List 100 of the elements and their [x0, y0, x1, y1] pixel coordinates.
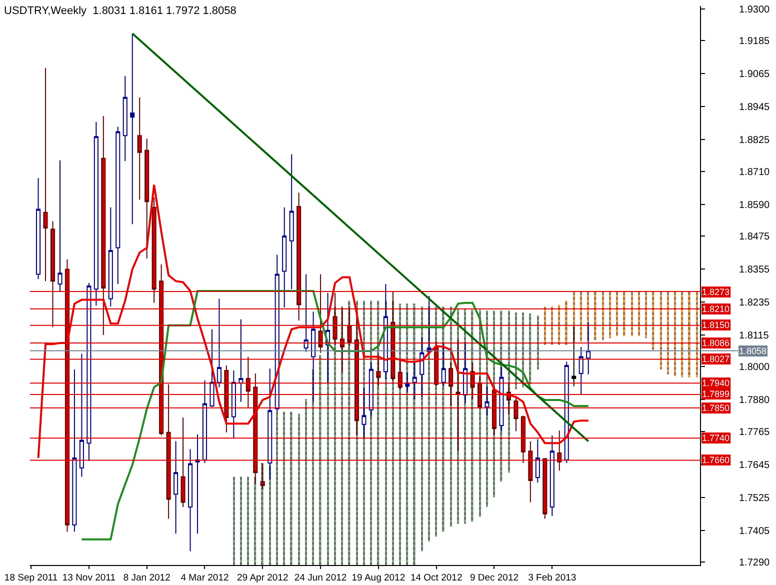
candlestick [202, 380, 208, 464]
bar [609, 292, 611, 338]
candlestick [260, 463, 265, 490]
ref-line-label: 1.8027 [702, 354, 730, 364]
candlestick [72, 368, 77, 532]
bar [558, 304, 560, 345]
candlestick [289, 154, 294, 290]
candlestick [296, 192, 302, 321]
candlestick [216, 298, 222, 388]
candlestick [180, 417, 186, 508]
candlestick [535, 438, 540, 483]
x-tick-label: 9 Dec 2012 [470, 572, 519, 584]
candlestick [542, 457, 548, 520]
bar [696, 292, 698, 378]
x-tick-label: 14 Oct 2012 [410, 572, 462, 584]
y-tick-label: 1.8590 [739, 200, 770, 211]
bar [638, 292, 640, 336]
candlestick [137, 96, 142, 200]
x-tick-label: 3 Feb 2013 [528, 572, 576, 584]
candlestick [188, 448, 193, 552]
bar [276, 412, 278, 565]
candlestick [94, 121, 98, 306]
ref-line-label: 1.7740 [702, 433, 730, 443]
candlestick [412, 362, 417, 400]
bar [247, 476, 249, 565]
bar [616, 292, 618, 336]
y-tick-label: 1.8710 [739, 166, 770, 178]
candlestick [398, 358, 402, 390]
y-tick-label: 1.8945 [739, 102, 770, 114]
candlestick [101, 116, 106, 336]
y-tick-label: 1.8475 [739, 231, 770, 242]
candlestick [166, 384, 171, 520]
candlestick [64, 258, 70, 532]
y-tick-label: 1.9185 [739, 36, 770, 48]
candlestick [557, 430, 562, 472]
candlestick [108, 206, 113, 308]
candlestick [246, 356, 250, 408]
bar [660, 292, 662, 370]
candlestick [376, 354, 381, 387]
ref-line-label: 1.8150 [702, 320, 730, 330]
candlestick [231, 370, 236, 439]
x-tick-label: 19 Aug 2012 [352, 572, 406, 584]
ref-line-label: 1.8210 [702, 304, 730, 314]
candlestick [492, 386, 497, 436]
candlestick [36, 177, 41, 280]
y-tick-label: 1.8235 [739, 298, 770, 309]
ref-line-label: 1.8058 [739, 346, 767, 356]
candlestick [347, 306, 352, 347]
bar [233, 476, 235, 565]
candlestick [43, 67, 48, 282]
y-tick-label: 1.7405 [739, 526, 770, 537]
candlestick [152, 196, 156, 304]
ref-line-label: 1.7850 [702, 403, 730, 413]
bar [602, 292, 604, 340]
candlestick [368, 362, 374, 418]
bar [305, 399, 307, 565]
line-series [37, 184, 590, 459]
candlestick [528, 440, 533, 503]
y-tick-label: 1.7880 [739, 395, 770, 406]
candlestick [420, 336, 424, 398]
line-series [80, 290, 590, 540]
candlestick [116, 126, 120, 285]
bar [290, 412, 292, 565]
candlestick [550, 434, 554, 517]
candlestick [405, 372, 410, 393]
y-tick-label: 1.9300 [739, 4, 770, 16]
x-tick-label: 29 Apr 2012 [237, 572, 288, 584]
candlestick [79, 353, 84, 478]
ref-line-label: 1.8086 [702, 338, 730, 348]
bar [688, 292, 690, 378]
candlestick [210, 328, 214, 408]
bar [681, 292, 684, 378]
candlestick [130, 33, 135, 225]
y-tick-label: 1.8115 [739, 330, 770, 342]
bar [565, 300, 568, 345]
candlestick [340, 307, 345, 373]
candlestick [478, 376, 482, 410]
ref-line-label: 1.7899 [702, 389, 730, 399]
candlestick [332, 292, 338, 346]
ref-line-label: 1.7660 [702, 455, 730, 465]
candlestick [174, 440, 178, 534]
bar [674, 292, 676, 376]
candlestick [122, 75, 128, 162]
bar [631, 292, 633, 336]
candlestick [195, 434, 200, 534]
bar [298, 414, 300, 565]
x-tick-label: 18 Sep 2011 [4, 572, 58, 584]
bar [254, 476, 256, 565]
bar [667, 292, 669, 374]
ref-line-label: 1.7940 [702, 378, 730, 388]
y-tick-label: 1.8825 [739, 135, 770, 146]
candlestick [318, 274, 323, 354]
candlestick [224, 365, 229, 433]
candlestick [58, 160, 62, 292]
y-tick-label: 1.7525 [739, 492, 770, 504]
bar [240, 476, 242, 565]
candlestick [282, 206, 287, 308]
candlestick [426, 295, 432, 352]
candlestick [304, 274, 308, 352]
bar [537, 315, 539, 370]
